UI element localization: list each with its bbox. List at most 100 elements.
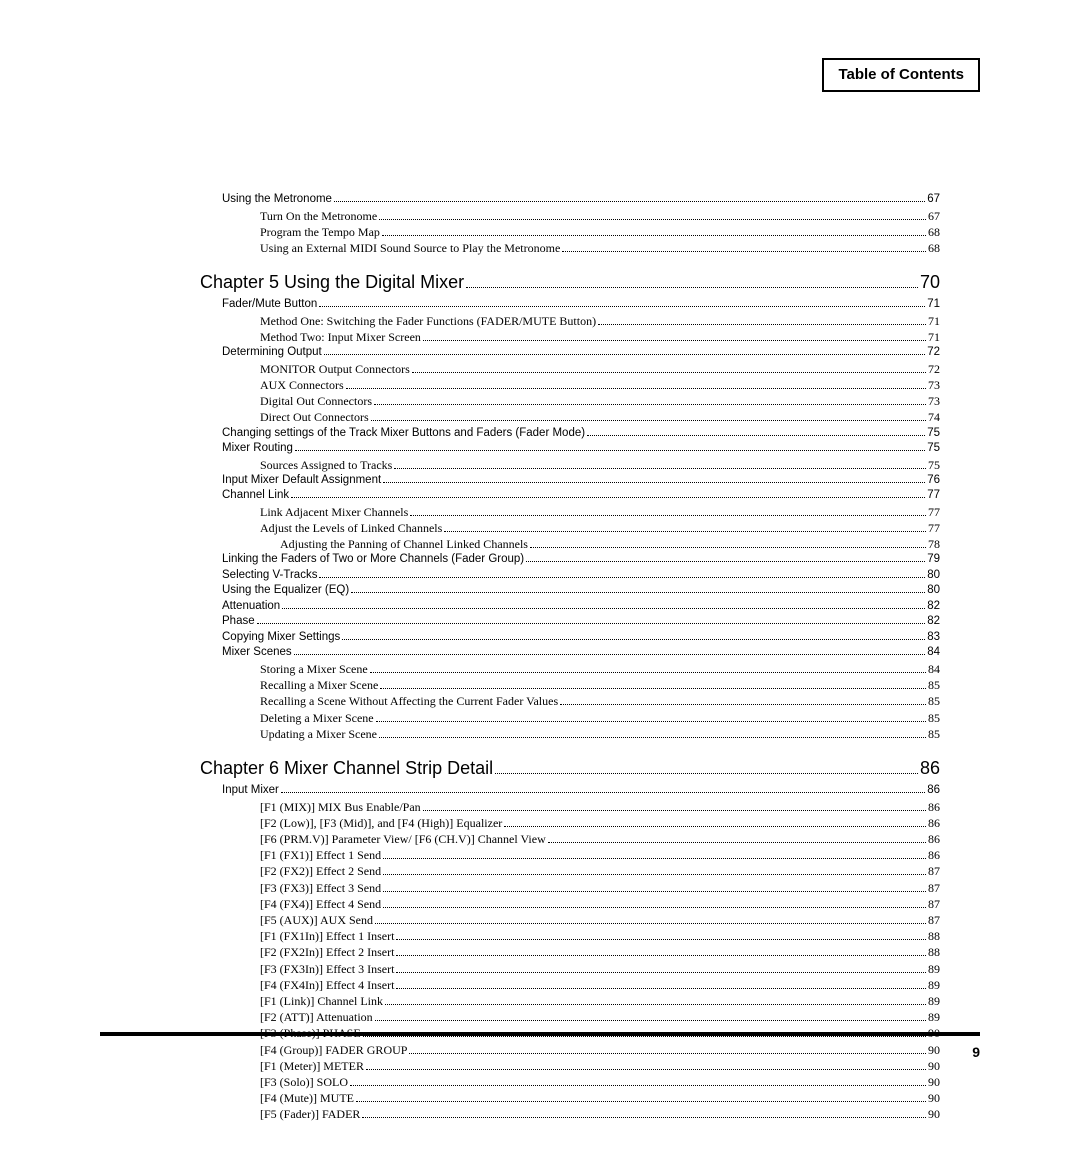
toc-entry-page: 72 <box>928 361 940 377</box>
toc-entry-page: 87 <box>928 863 940 879</box>
toc-entry: MONITOR Output Connectors72 <box>260 361 940 377</box>
toc-entry: Attenuation 82 <box>222 599 940 615</box>
toc-entry-label: Using an External MIDI Sound Source to P… <box>260 240 560 256</box>
toc-entry-page: 82 <box>927 599 940 615</box>
toc-leader-dots <box>560 696 926 706</box>
toc-leader-dots <box>383 882 926 892</box>
toc-entry-page: 71 <box>928 313 940 329</box>
toc-leader-dots <box>351 584 925 593</box>
toc-leader-dots <box>281 784 925 793</box>
toc-entry: Chapter 6 Mixer Channel Strip Detail86 <box>200 756 940 780</box>
toc-entry-label: Adjust the Levels of Linked Channels <box>260 520 442 536</box>
toc-entry-page: 85 <box>928 726 940 742</box>
toc-entry-label: Method One: Switching the Fader Function… <box>260 313 596 329</box>
toc-entry-label: Direct Out Connectors <box>260 409 369 425</box>
toc-entry-page: 80 <box>927 568 940 584</box>
toc-entry: [F1 (FX1In)] Effect 1 Insert88 <box>260 928 940 944</box>
toc-entry: Mixer Scenes84 <box>222 645 940 661</box>
toc-entry-page: 72 <box>927 345 940 361</box>
toc-entry-page: 86 <box>927 783 940 799</box>
toc-entry-page: 77 <box>928 520 940 536</box>
toc-entry-label: Turn On the Metronome <box>260 208 377 224</box>
toc-entry-label: Linking the Faders of Two or More Channe… <box>222 552 524 568</box>
toc-entry-label: Method Two: Input Mixer Screen <box>260 329 421 345</box>
toc-entry-page: 89 <box>928 993 940 1009</box>
toc-leader-dots <box>319 569 925 578</box>
toc-leader-dots <box>396 963 926 973</box>
toc-entry-page: 86 <box>920 756 940 780</box>
toc-entry-label: Changing settings of the Track Mixer But… <box>222 426 585 442</box>
toc-entry: Program the Tempo Map 68 <box>260 224 940 240</box>
toc-entry-label: [F1 (FX1)] Effect 1 Send <box>260 847 381 863</box>
table-of-contents: Using the Metronome67Turn On the Metrono… <box>200 192 940 1122</box>
toc-entry-label: [F6 (PRM.V)] Parameter View/ [F6 (CH.V)]… <box>260 831 546 847</box>
toc-entry: Linking the Faders of Two or More Channe… <box>222 552 940 568</box>
toc-entry: [F1 (FX1)] Effect 1 Send86 <box>260 847 940 863</box>
toc-entry-label: Chapter 5 Using the Digital Mixer <box>200 270 464 294</box>
toc-entry-page: 71 <box>927 297 940 313</box>
toc-entry: Changing settings of the Track Mixer But… <box>222 426 940 442</box>
toc-entry-label: Link Adjacent Mixer Channels <box>260 504 408 520</box>
toc-entry-label: Adjusting the Panning of Channel Linked … <box>280 536 528 552</box>
toc-entry-label: [F2 (ATT)] Attenuation <box>260 1009 373 1025</box>
toc-entry-label: Attenuation <box>222 599 280 615</box>
toc-entry-page: 90 <box>928 1090 940 1106</box>
toc-leader-dots <box>423 801 926 811</box>
toc-entry-page: 73 <box>928 393 940 409</box>
toc-leader-dots <box>562 242 926 252</box>
toc-leader-dots <box>383 850 926 860</box>
toc-entry-page: 87 <box>928 896 940 912</box>
toc-entry-label: Program the Tempo Map <box>260 224 380 240</box>
toc-entry-label: Copying Mixer Settings <box>222 630 340 646</box>
toc-entry: [F2 (Low)], [F3 (Mid)], and [F4 (High)] … <box>260 815 940 831</box>
toc-entry-page: 75 <box>927 441 940 457</box>
toc-entry-label: Input Mixer Default Assignment <box>222 473 381 489</box>
toc-entry-label: [F4 (FX4)] Effect 4 Send <box>260 896 381 912</box>
toc-entry: Storing a Mixer Scene84 <box>260 661 940 677</box>
toc-leader-dots <box>282 600 925 609</box>
toc-entry: AUX Connectors73 <box>260 377 940 393</box>
toc-entry: Using an External MIDI Sound Source to P… <box>260 240 940 256</box>
toc-entry-label: Input Mixer <box>222 783 279 799</box>
toc-entry-page: 89 <box>928 1009 940 1025</box>
toc-entry-label: AUX Connectors <box>260 377 344 393</box>
toc-leader-dots <box>295 442 925 451</box>
toc-leader-dots <box>383 866 926 876</box>
toc-entry-page: 68 <box>928 224 940 240</box>
toc-leader-dots <box>504 817 926 827</box>
toc-leader-dots <box>444 522 926 532</box>
toc-entry: [F2 (ATT)] Attenuation 89 <box>260 1009 940 1025</box>
toc-entry-page: 75 <box>928 457 940 473</box>
toc-leader-dots <box>294 646 926 655</box>
toc-entry: [F6 (PRM.V)] Parameter View/ [F6 (CH.V)]… <box>260 831 940 847</box>
toc-entry-label: Channel Link <box>222 488 289 504</box>
toc-entry-page: 78 <box>928 536 940 552</box>
toc-leader-dots <box>291 489 925 498</box>
toc-leader-dots <box>334 193 925 202</box>
toc-entry-page: 74 <box>928 409 940 425</box>
toc-entry: Copying Mixer Settings83 <box>222 630 940 646</box>
toc-entry-page: 77 <box>927 488 940 504</box>
toc-leader-dots <box>366 1060 926 1070</box>
toc-entry-label: Storing a Mixer Scene <box>260 661 368 677</box>
toc-entry: Using the Metronome67 <box>222 192 940 208</box>
toc-entry-page: 85 <box>928 677 940 693</box>
toc-entry: Adjusting the Panning of Channel Linked … <box>280 536 940 552</box>
toc-entry-page: 86 <box>928 831 940 847</box>
toc-entry: Deleting a Mixer Scene85 <box>260 710 940 726</box>
toc-entry: Method One: Switching the Fader Function… <box>260 313 940 329</box>
toc-leader-dots <box>319 298 925 307</box>
toc-entry-label: [F1 (Meter)] METER <box>260 1058 364 1074</box>
toc-leader-dots <box>362 1109 926 1119</box>
toc-leader-dots <box>495 760 918 774</box>
toc-entry-label: [F5 (Fader)] FADER <box>260 1106 360 1122</box>
toc-leader-dots <box>356 1092 926 1102</box>
toc-leader-dots <box>530 539 926 549</box>
toc-entry-label: Fader/Mute Button <box>222 297 317 313</box>
toc-entry: [F2 (FX2In)] Effect 2 Insert88 <box>260 944 940 960</box>
toc-entry-label: [F4 (Mute)] MUTE <box>260 1090 354 1106</box>
toc-entry: Adjust the Levels of Linked Channels 77 <box>260 520 940 536</box>
toc-entry-page: 89 <box>928 961 940 977</box>
toc-entry: [F4 (FX4)] Effect 4 Send 87 <box>260 896 940 912</box>
toc-leader-dots <box>548 833 926 843</box>
